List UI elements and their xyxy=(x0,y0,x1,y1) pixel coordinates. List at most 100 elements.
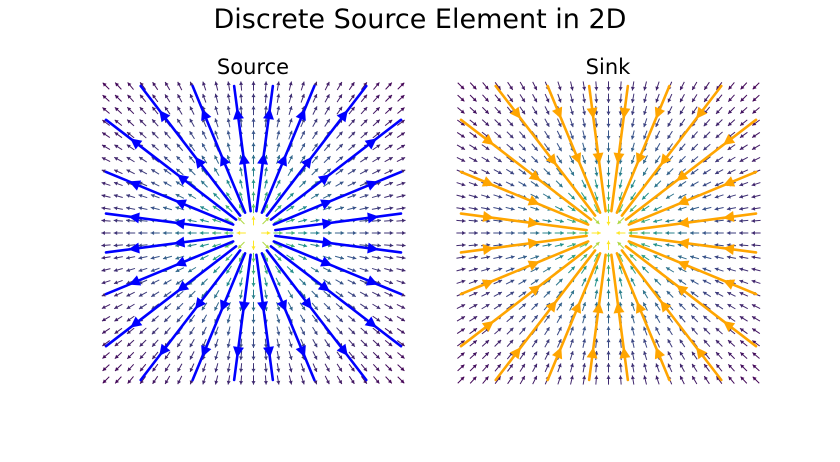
quiver-head xyxy=(572,243,576,247)
quiver-head xyxy=(678,267,683,272)
quiver-arrow xyxy=(323,181,332,187)
quiver-arrow xyxy=(288,93,293,103)
quiver-arrow xyxy=(582,326,587,336)
quiver-head xyxy=(326,343,330,348)
quiver-head xyxy=(582,123,587,128)
quiver-head xyxy=(288,355,293,360)
quiver-head xyxy=(187,231,191,235)
quiver-arrow xyxy=(457,340,465,347)
streamline-arrowhead xyxy=(238,301,250,313)
quiver-head xyxy=(214,306,218,311)
quiver-head xyxy=(521,315,526,320)
quiver-arrow xyxy=(715,131,723,139)
quiver-arrow xyxy=(359,231,369,235)
quiver-arrow xyxy=(618,81,623,91)
quiver-head xyxy=(226,343,231,348)
quiver-arrow xyxy=(702,168,712,175)
quiver-head xyxy=(177,118,181,123)
quiver-arrow xyxy=(127,94,135,102)
quiver-arrow xyxy=(518,181,527,187)
streamline-arrowhead xyxy=(527,238,540,249)
quiver-head xyxy=(689,231,694,235)
quiver-arrow xyxy=(359,194,369,199)
quiver-arrow xyxy=(493,181,503,187)
streamline xyxy=(104,170,235,226)
quiver-head xyxy=(472,85,477,90)
quiver-arrow xyxy=(582,338,587,348)
quiver-arrow xyxy=(212,205,221,212)
quiver-head xyxy=(251,258,256,263)
quiver-head xyxy=(461,255,466,260)
quiver-arrow xyxy=(582,350,587,361)
quiver-head xyxy=(202,93,206,98)
quiver-arrow xyxy=(494,119,502,127)
quiver-arrow xyxy=(543,168,551,176)
quiver-head xyxy=(251,142,256,147)
streamline-arrowhead xyxy=(677,195,690,206)
quiver-arrow xyxy=(531,118,538,127)
quiver-head xyxy=(251,93,256,98)
quiver-arrow xyxy=(360,94,368,103)
quiver-head xyxy=(213,269,218,274)
quiver-head xyxy=(401,292,406,297)
quiver-arrow xyxy=(606,240,611,250)
quiver-arrow xyxy=(678,155,686,164)
quiver-head xyxy=(546,314,550,320)
quiver-arrow xyxy=(727,351,736,360)
quiver-arrow xyxy=(606,154,611,165)
quiver-head xyxy=(376,292,381,297)
streamline xyxy=(615,252,671,382)
quiver-head xyxy=(739,291,744,296)
quiver-head xyxy=(351,144,356,149)
quiver-head xyxy=(264,179,269,184)
quiver-arrow xyxy=(606,289,611,299)
streamline-arrowhead xyxy=(723,320,736,332)
quiver-arrow xyxy=(751,255,761,260)
quiver-head xyxy=(114,342,119,347)
quiver-head xyxy=(175,255,180,260)
quiver-head xyxy=(152,367,157,372)
quiver-arrow xyxy=(518,168,527,175)
quiver-head xyxy=(313,118,318,123)
quiver-head xyxy=(569,98,574,103)
quiver-arrow xyxy=(126,106,135,115)
quiver-arrow xyxy=(480,231,491,235)
quiver-arrow xyxy=(101,243,111,248)
quiver-head xyxy=(151,131,156,136)
quiver-arrow xyxy=(456,218,466,223)
quiver-head xyxy=(606,87,611,91)
quiver-arrow xyxy=(739,206,749,211)
quiver-arrow xyxy=(569,326,574,336)
quiver-arrow xyxy=(187,266,197,273)
quiver-head xyxy=(629,254,634,259)
quiver-head xyxy=(102,317,107,322)
quiver-arrow xyxy=(384,107,393,114)
streamline-arrowhead xyxy=(528,169,541,182)
quiver-arrow xyxy=(594,265,599,275)
quiver-arrow xyxy=(582,314,587,324)
quiver-arrow xyxy=(567,205,576,212)
quiver-head xyxy=(265,244,270,249)
quiver-head xyxy=(290,218,295,223)
quiver-arrow xyxy=(189,351,195,360)
quiver-head xyxy=(375,107,380,112)
quiver-arrow xyxy=(569,302,575,311)
quiver-arrow xyxy=(481,303,490,310)
quiver-arrow xyxy=(654,314,661,324)
quiver-head xyxy=(101,243,106,248)
quiver-arrow xyxy=(125,231,136,235)
quiver-arrow xyxy=(469,107,478,114)
quiver-arrow xyxy=(202,375,207,385)
quiver-head xyxy=(365,243,369,248)
quiver-arrow xyxy=(162,255,173,260)
quiver-head xyxy=(389,280,394,285)
quiver-head xyxy=(214,81,219,86)
quiver-arrow xyxy=(653,254,663,261)
quiver-head xyxy=(251,307,256,312)
quiver-head xyxy=(314,268,319,273)
quiver-arrow xyxy=(251,277,256,287)
quiver-head xyxy=(388,107,393,112)
quiver-head xyxy=(594,172,599,177)
quiver-head xyxy=(176,143,181,148)
streamline-path xyxy=(255,253,275,382)
